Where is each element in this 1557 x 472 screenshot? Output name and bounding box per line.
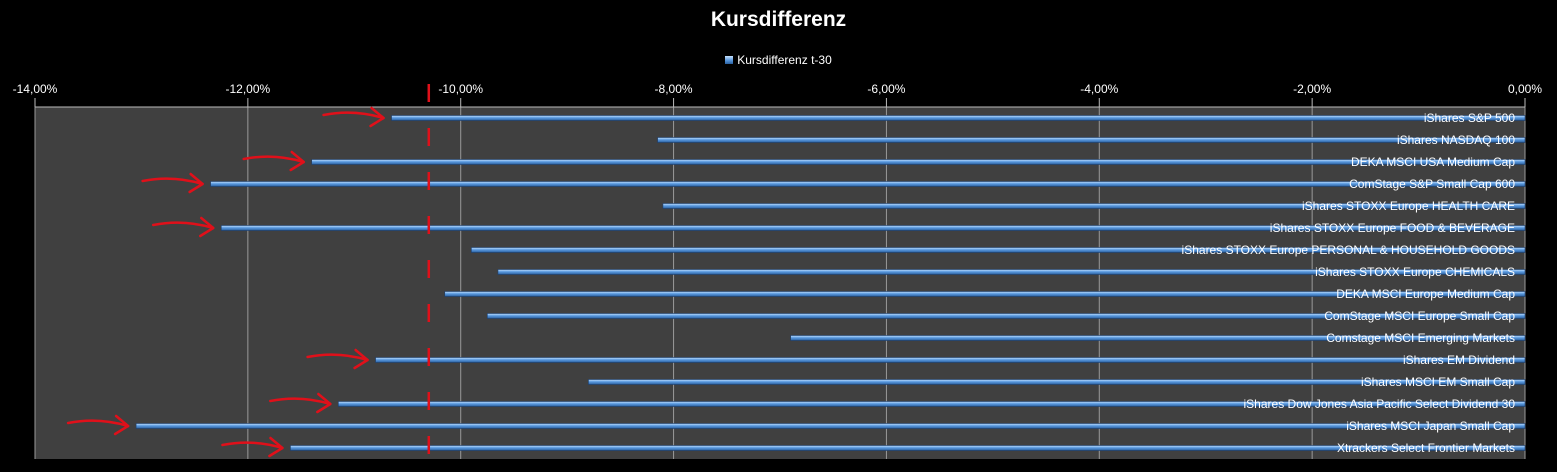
bar <box>471 247 1526 253</box>
bar <box>657 137 1526 143</box>
category-label: iShares STOXX Europe HEALTH CARE <box>1302 199 1515 213</box>
category-label: DEKA MSCI USA Medium Cap <box>1351 155 1515 169</box>
bar <box>290 445 1526 451</box>
x-tick-label: -8,00% <box>655 82 693 96</box>
category-label: ComStage MSCI Europe Small Cap <box>1324 309 1515 323</box>
arrow-head <box>289 150 305 172</box>
arrow-head <box>113 414 130 436</box>
chart-title: Kursdifferenz <box>710 8 847 31</box>
bar <box>311 159 1526 165</box>
x-tick-label: -6,00% <box>867 82 905 96</box>
arrow-head <box>199 216 215 238</box>
bar <box>790 335 1526 341</box>
category-label: Xtrackers Select Frontier Markets <box>1337 441 1515 455</box>
arrow-head <box>353 348 369 370</box>
x-tick-label: -2,00% <box>1293 82 1331 96</box>
arrow-shaft <box>306 353 369 362</box>
arrow-shaft <box>66 419 130 428</box>
bar <box>497 269 1526 275</box>
bar <box>210 181 1526 187</box>
x-tick-label: -10,00% <box>438 82 483 96</box>
category-label: iShares STOXX Europe PERSONAL & HOUSEHOL… <box>1182 243 1515 257</box>
bar <box>487 313 1526 319</box>
arrow-shaft <box>322 111 385 120</box>
bar <box>338 401 1526 407</box>
bar <box>220 225 1526 231</box>
category-label: DEKA MSCI Europe Medium Cap <box>1336 287 1515 301</box>
legend: Kursdifferenz t-30 <box>0 52 1557 67</box>
x-tick-label: -4,00% <box>1080 82 1118 96</box>
arrow-shaft <box>269 397 332 406</box>
bar <box>588 379 1526 385</box>
arrow-head <box>188 172 204 194</box>
arrow-head <box>268 436 284 458</box>
bar <box>135 423 1526 429</box>
category-label: iShares S&P 500 <box>1424 111 1515 125</box>
category-label: ComStage S&P Small Cap 600 <box>1349 177 1515 191</box>
category-label: iShares STOXX Europe FOOD & BEVERAGE <box>1270 221 1515 235</box>
arrow-shaft <box>242 155 305 164</box>
bar <box>375 357 1526 363</box>
category-label: iShares NASDAQ 100 <box>1397 133 1515 147</box>
bar <box>391 115 1526 121</box>
arrow-shaft <box>141 177 204 186</box>
arrow-shaft <box>221 441 284 450</box>
legend-swatch <box>725 55 734 64</box>
arrow-shaft <box>152 221 215 230</box>
bar <box>662 203 1526 209</box>
bar <box>444 291 1526 297</box>
arrow-head <box>369 106 385 128</box>
legend-label: Kursdifferenz t-30 <box>737 52 832 67</box>
x-tick-label: -14,00% <box>13 82 58 96</box>
category-label: iShares MSCI Japan Small Cap <box>1346 419 1515 433</box>
category-label: iShares MSCI EM Small Cap <box>1361 375 1515 389</box>
category-label: Comstage MSCI Emerging Markets <box>1326 331 1515 345</box>
category-label: iShares STOXX Europe CHEMICALS <box>1315 265 1515 279</box>
category-label: iShares Dow Jones Asia Pacific Select Di… <box>1244 397 1516 411</box>
arrow-head <box>316 392 332 414</box>
category-label: iShares EM Dividend <box>1403 353 1515 367</box>
x-tick-label: 0,00% <box>1508 82 1542 96</box>
x-tick-label: -12,00% <box>226 82 271 96</box>
